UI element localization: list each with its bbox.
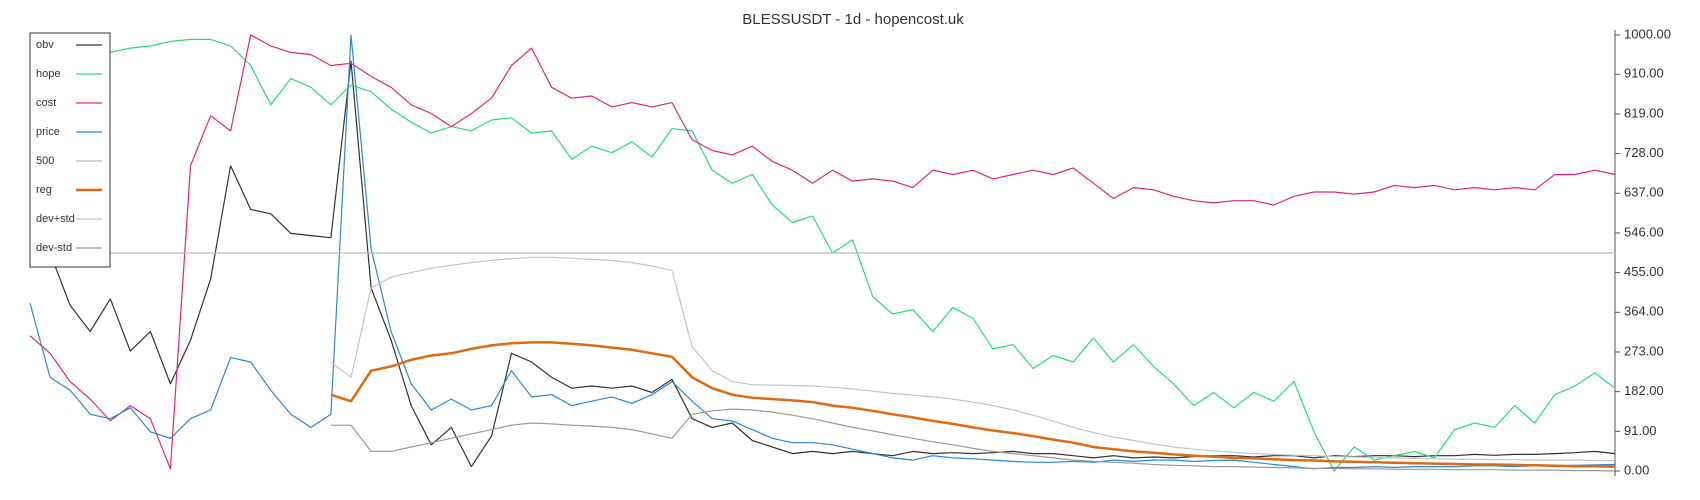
y-tick-label: 182.00	[1624, 383, 1664, 398]
legend-label: cost	[36, 97, 56, 109]
y-tick-label: 273.00	[1624, 343, 1664, 358]
legend-label: reg	[36, 184, 52, 196]
series-line	[330, 341, 1616, 468]
legend-box	[29, 32, 111, 268]
y-tick-label: 546.00	[1624, 224, 1664, 239]
series-line	[330, 256, 1615, 462]
series-line	[29, 38, 1616, 472]
y-tick-label: 91.00	[1624, 423, 1657, 438]
y-tick-label: 455.00	[1624, 264, 1664, 279]
legend-label: hope	[36, 68, 60, 80]
legend-label: price	[36, 126, 60, 138]
legend-label: 500	[36, 155, 54, 167]
legend-label: dev-std	[36, 242, 72, 254]
series-line	[29, 60, 1616, 468]
y-tick-label: 728.00	[1624, 145, 1664, 160]
y-tick-label: 1000.00	[1624, 26, 1671, 41]
series-line	[29, 34, 1616, 470]
legend: obv hope cost price 500 reg dev+std dev-std	[29, 32, 111, 268]
legend-label: dev+std	[36, 213, 75, 225]
chart-title: BLESSUSDT - 1d - hopencost.uk	[742, 11, 964, 28]
series-line	[330, 408, 1616, 472]
y-tick-label: 0.00	[1624, 462, 1649, 477]
y-tick-label: 910.00	[1624, 66, 1664, 81]
series-line	[29, 34, 1616, 470]
y-tick-label: 819.00	[1624, 105, 1664, 120]
legend-label: obv	[36, 39, 54, 51]
y-tick-label: 364.00	[1624, 304, 1664, 319]
y-tick-label: 637.00	[1624, 185, 1664, 200]
